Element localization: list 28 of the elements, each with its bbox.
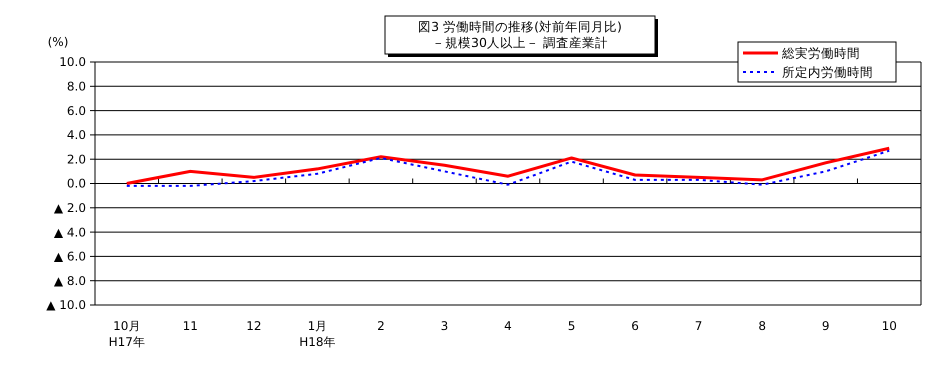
y-tick-label: 4.0: [66, 128, 86, 142]
x-tick-label: 10月 H17年: [108, 319, 145, 349]
chart-title: 図3 労働時間の推移(対前年同月比) －規模30人以上－ 調査産業計: [418, 19, 622, 50]
legend-label: 所定内労働時間: [782, 64, 873, 80]
x-tick-label: 11: [182, 319, 198, 333]
y-axis-title: (%): [48, 35, 68, 49]
y-tick-label: 10.0: [59, 55, 86, 70]
y-tick-label: ▲ 2.0: [54, 201, 86, 215]
x-tick-label: 2: [377, 319, 385, 333]
x-tick-label: 12: [246, 319, 262, 333]
y-tick-label: ▲ 10.0: [46, 298, 86, 312]
x-tick-label: 1月 H18年: [299, 319, 336, 349]
y-tick-label: ▲ 4.0: [54, 225, 86, 240]
x-tick-label: 4: [504, 319, 512, 333]
y-tick-label: 0.0: [66, 176, 86, 191]
y-tick-label: 8.0: [66, 80, 86, 94]
x-tick-label: 3: [440, 319, 448, 333]
x-tick-label: 5: [568, 319, 576, 333]
x-tick-label: 6: [631, 319, 639, 333]
y-tick-label: ▲ 6.0: [54, 250, 86, 264]
x-tick-label: 8: [758, 319, 766, 333]
y-tick-label: ▲ 8.0: [54, 274, 86, 288]
y-tick-label: 2.0: [66, 152, 86, 166]
x-tick-label: 10: [882, 319, 897, 333]
legend-label: 総実労働時間: [781, 45, 860, 60]
x-tick-label: 7: [694, 319, 702, 333]
x-tick-label: 9: [822, 319, 830, 333]
y-tick-label: 6.0: [66, 104, 86, 118]
